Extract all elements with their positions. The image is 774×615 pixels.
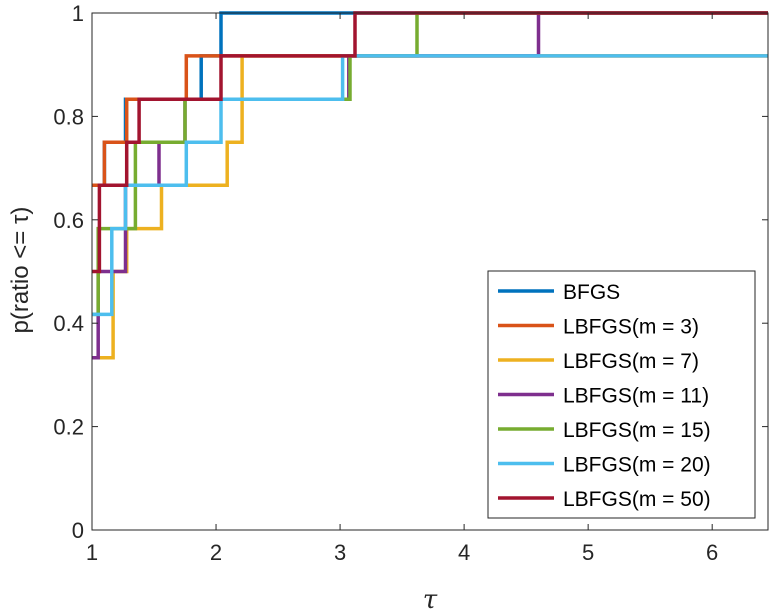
y-axis-label: p(ratio <= τ): [7, 207, 34, 334]
legend-label-1: LBFGS(m = 3): [563, 316, 699, 339]
legend-label-6: LBFGS(m = 50): [563, 488, 711, 511]
x-tick-label: 4: [458, 540, 470, 565]
x-axis-label: τ: [423, 585, 438, 615]
legend: BFGS LBFGS(m = 3) LBFGS(m = 7) LBFGS(m = 11…: [487, 270, 756, 519]
y-tick-label: 0.4: [53, 311, 84, 336]
y-tick-label: 0.2: [53, 415, 84, 440]
y-tick-label: 0: [72, 518, 84, 543]
series-line-6: [92, 11, 768, 274]
y-tick-label: 0.6: [53, 208, 84, 233]
y-tick-label: 0.8: [53, 104, 84, 129]
axes: [91, 12, 769, 531]
series-lines: [92, 11, 768, 360]
legend-label-5: LBFGS(m = 20): [563, 454, 711, 477]
x-tick-label: 5: [582, 540, 594, 565]
legend-label-2: LBFGS(m = 7): [563, 350, 699, 373]
legend-label-0: BFGS: [563, 281, 620, 304]
y-tick-label: 1: [72, 1, 84, 26]
legend-label-3: LBFGS(m = 11): [563, 385, 709, 408]
x-tick-label: 1: [86, 540, 98, 565]
tick-labels: 1 2 3 4 5 6 0 0.2 0.4 0.6 0.8 1: [53, 1, 718, 565]
x-tick-label: 2: [210, 540, 222, 565]
axes-box: [91, 12, 769, 531]
x-tick-label: 3: [334, 540, 346, 565]
legend-label-4: LBFGS(m = 15): [563, 419, 711, 442]
x-tick-label: 6: [706, 540, 718, 565]
series-line-1: [92, 54, 768, 187]
